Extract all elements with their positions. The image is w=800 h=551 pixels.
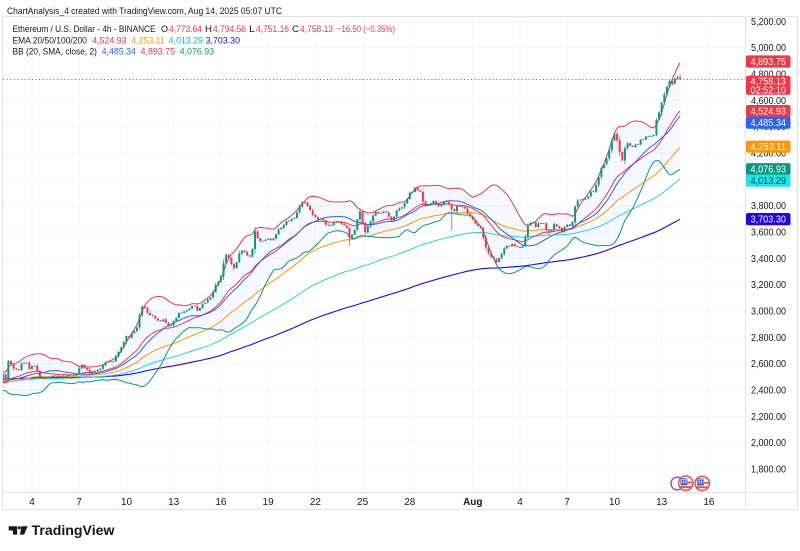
svg-text:4,893.75: 4,893.75 — [141, 47, 175, 58]
svg-text:5,000.00: 5,000.00 — [751, 43, 786, 54]
svg-text:4,758.13: 4,758.13 — [300, 24, 333, 35]
svg-text:4,013.29: 4,013.29 — [169, 36, 203, 47]
svg-text:4,524.93: 4,524.93 — [751, 107, 787, 118]
svg-text:4,773.64: 4,773.64 — [169, 24, 202, 35]
svg-text:4,253.11: 4,253.11 — [751, 142, 787, 153]
svg-text:4,253.11: 4,253.11 — [131, 36, 164, 47]
svg-text:7: 7 — [564, 497, 570, 508]
svg-text:19: 19 — [263, 497, 275, 508]
svg-text:TradingView: TradingView — [32, 523, 116, 538]
svg-text:4,751.16: 4,751.16 — [256, 24, 289, 35]
svg-text:L: L — [249, 24, 255, 35]
svg-text:4,485.34: 4,485.34 — [102, 47, 136, 58]
svg-text:22: 22 — [310, 497, 322, 508]
svg-text:3,200.00: 3,200.00 — [751, 280, 786, 291]
svg-text:3,000.00: 3,000.00 — [751, 307, 786, 318]
svg-text:3,703.30: 3,703.30 — [206, 36, 240, 47]
svg-text:4,200.00: 4,200.00 — [751, 149, 786, 160]
svg-text:10: 10 — [121, 497, 133, 508]
svg-text:1,800.00: 1,800.00 — [751, 465, 786, 476]
svg-text:28: 28 — [404, 497, 416, 508]
svg-text:EMA 20/50/100/200: EMA 20/50/100/200 — [13, 36, 87, 47]
svg-text:Ethereum / U.S. Dollar - 4h -: Ethereum / U.S. Dollar - 4h - BINANCE — [13, 24, 156, 35]
svg-text:4,076.93: 4,076.93 — [180, 47, 214, 58]
svg-text:4: 4 — [29, 497, 35, 508]
svg-text:10: 10 — [609, 497, 621, 508]
svg-text:4,893.75: 4,893.75 — [751, 57, 787, 68]
svg-text:2,000.00: 2,000.00 — [751, 438, 786, 449]
svg-text:O: O — [161, 24, 168, 35]
svg-text:4,524.93: 4,524.93 — [92, 36, 126, 47]
svg-text:5,200.00: 5,200.00 — [751, 17, 786, 28]
svg-text:2,400.00: 2,400.00 — [751, 386, 786, 397]
svg-text:3,703.30: 3,703.30 — [751, 215, 787, 226]
svg-text:4,076.93: 4,076.93 — [751, 165, 787, 176]
svg-text:13: 13 — [168, 497, 180, 508]
svg-text:02:52:10: 02:52:10 — [751, 86, 787, 97]
svg-text:3,400.00: 3,400.00 — [751, 254, 786, 265]
svg-text:4,485.34: 4,485.34 — [751, 118, 787, 129]
svg-text:BB (20, SMA, close, 2): BB (20, SMA, close, 2) — [13, 47, 97, 58]
svg-text:13: 13 — [656, 497, 668, 508]
svg-text:4: 4 — [517, 497, 523, 508]
svg-text:16: 16 — [215, 497, 227, 508]
svg-text:2,600.00: 2,600.00 — [751, 359, 786, 370]
svg-text:3,800.00: 3,800.00 — [751, 201, 786, 212]
svg-text:2,200.00: 2,200.00 — [751, 412, 786, 423]
svg-text:ChartAnalysis_4 created with T: ChartAnalysis_4 created with TradingView… — [7, 6, 282, 17]
svg-text:3,600.00: 3,600.00 — [751, 228, 786, 239]
svg-text:4,013.29: 4,013.29 — [751, 176, 787, 187]
svg-text:4,800.00: 4,800.00 — [751, 69, 786, 80]
svg-text:C: C — [292, 24, 299, 35]
svg-text:16: 16 — [703, 497, 715, 508]
svg-text:25: 25 — [357, 497, 369, 508]
svg-text:4,794.56: 4,794.56 — [213, 24, 246, 35]
svg-text:4,758.13: 4,758.13 — [751, 76, 787, 87]
svg-text:Aug: Aug — [463, 497, 482, 508]
svg-text:H: H — [205, 24, 212, 35]
svg-text:2,800.00: 2,800.00 — [751, 333, 786, 344]
svg-text:4,600.00: 4,600.00 — [751, 96, 786, 107]
svg-text:7: 7 — [76, 497, 82, 508]
svg-text:−16.50 (−0.35%): −16.50 (−0.35%) — [337, 24, 395, 35]
